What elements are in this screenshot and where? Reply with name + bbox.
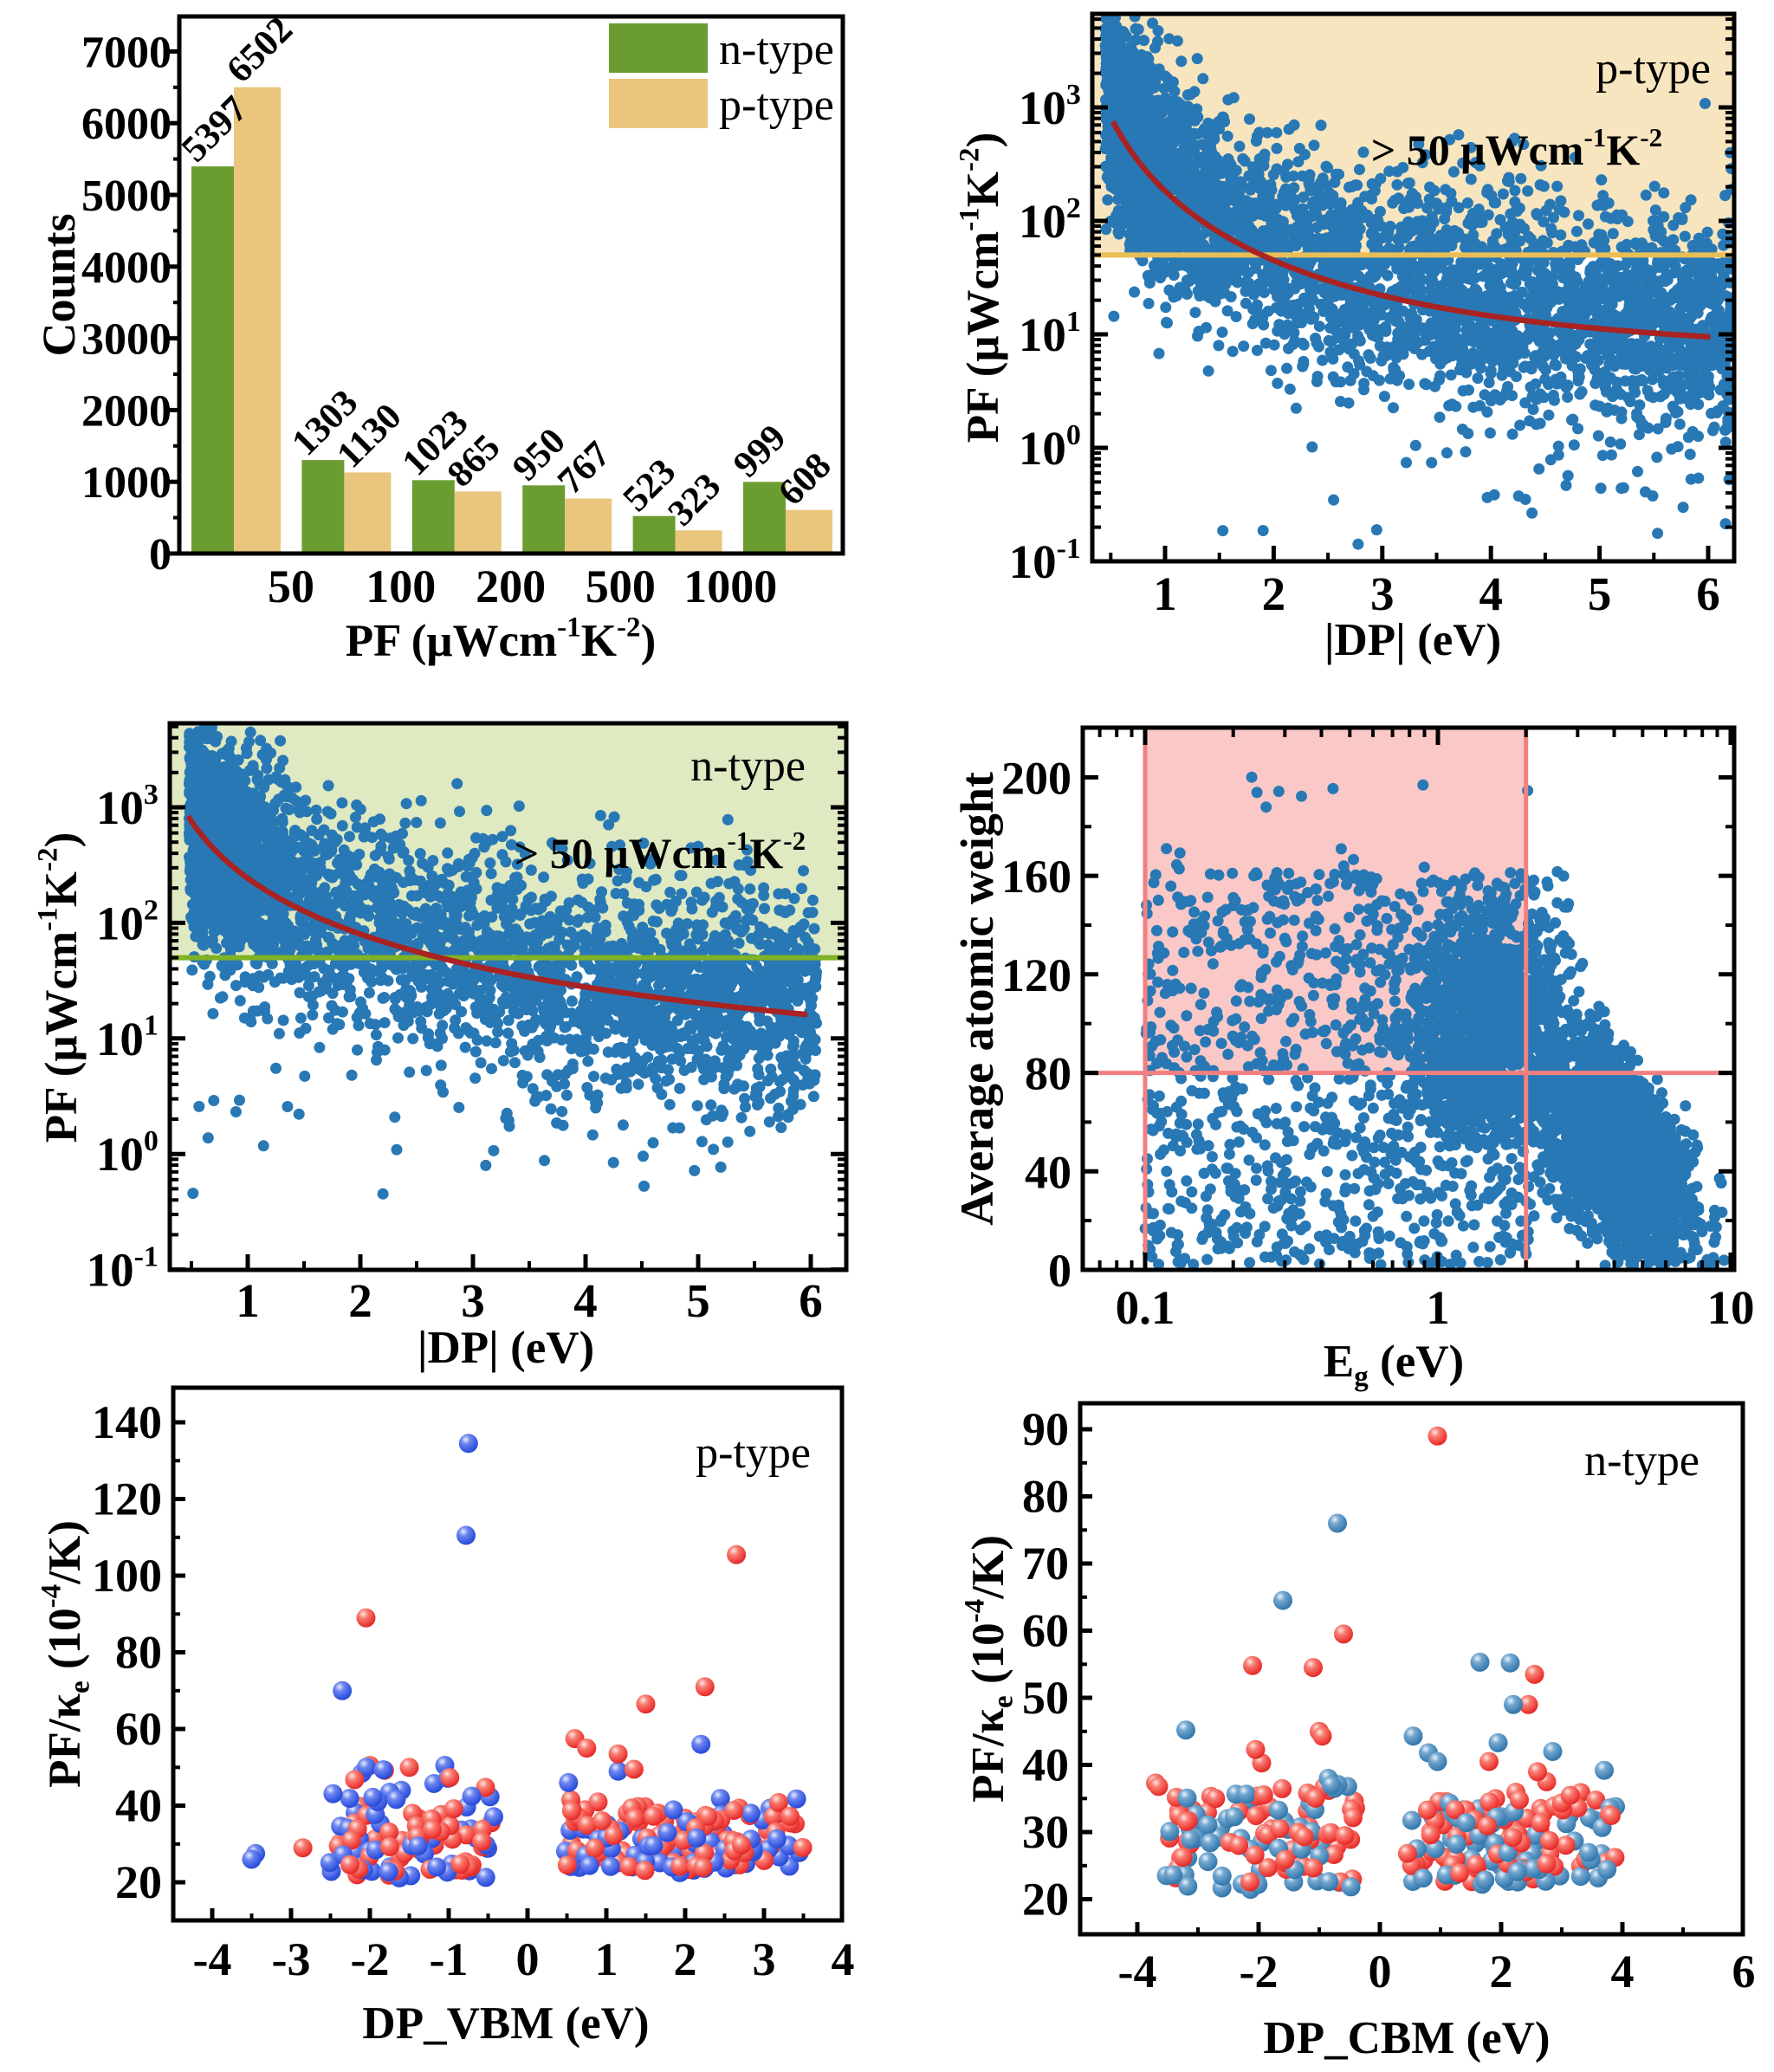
svg-text:10-1: 10-1	[1009, 533, 1081, 588]
svg-text:Counts: Counts	[33, 213, 85, 356]
svg-text:5000: 5000	[81, 172, 172, 221]
svg-text:p-type: p-type	[719, 81, 834, 130]
svg-text:100: 100	[366, 560, 436, 612]
svg-text:2: 2	[1262, 567, 1286, 620]
svg-text:PF (μWcm-1 K-2 ): PF (μWcm-1 K-2 )	[955, 133, 1008, 443]
svg-text:5: 5	[1588, 567, 1612, 620]
svg-text:n-type: n-type	[719, 25, 834, 74]
svg-text:103: 103	[1019, 79, 1081, 134]
svg-text:0: 0	[149, 530, 172, 580]
svg-text:6: 6	[1696, 567, 1720, 620]
svg-text:4000: 4000	[81, 243, 172, 293]
svg-text:1000: 1000	[81, 458, 172, 508]
svg-text:|DP| (eV): |DP| (eV)	[1324, 615, 1501, 665]
svg-text:2000: 2000	[81, 386, 172, 436]
svg-text:100: 100	[1019, 419, 1081, 475]
svg-text:p-type: p-type	[1596, 44, 1711, 94]
svg-text:101: 101	[1019, 306, 1081, 361]
svg-text:50: 50	[268, 560, 314, 612]
svg-text:1000: 1000	[683, 560, 777, 612]
svg-text:> 50 μWcm-1 K-2: > 50 μWcm-1 K-2	[1371, 122, 1662, 174]
svg-text:3: 3	[1370, 567, 1395, 620]
svg-text:6000: 6000	[81, 100, 172, 149]
svg-text:3000: 3000	[81, 315, 172, 365]
svg-text:PF (μWcm-1 K-2 ): PF (μWcm-1 K-2 )	[346, 612, 656, 666]
svg-text:4: 4	[1479, 567, 1503, 620]
svg-text:1: 1	[1153, 567, 1177, 620]
svg-text:6502: 6502	[219, 10, 301, 91]
svg-text:7000: 7000	[81, 28, 172, 77]
svg-text:200: 200	[476, 560, 546, 612]
svg-text:102: 102	[1019, 192, 1081, 248]
svg-text:500: 500	[586, 560, 656, 612]
